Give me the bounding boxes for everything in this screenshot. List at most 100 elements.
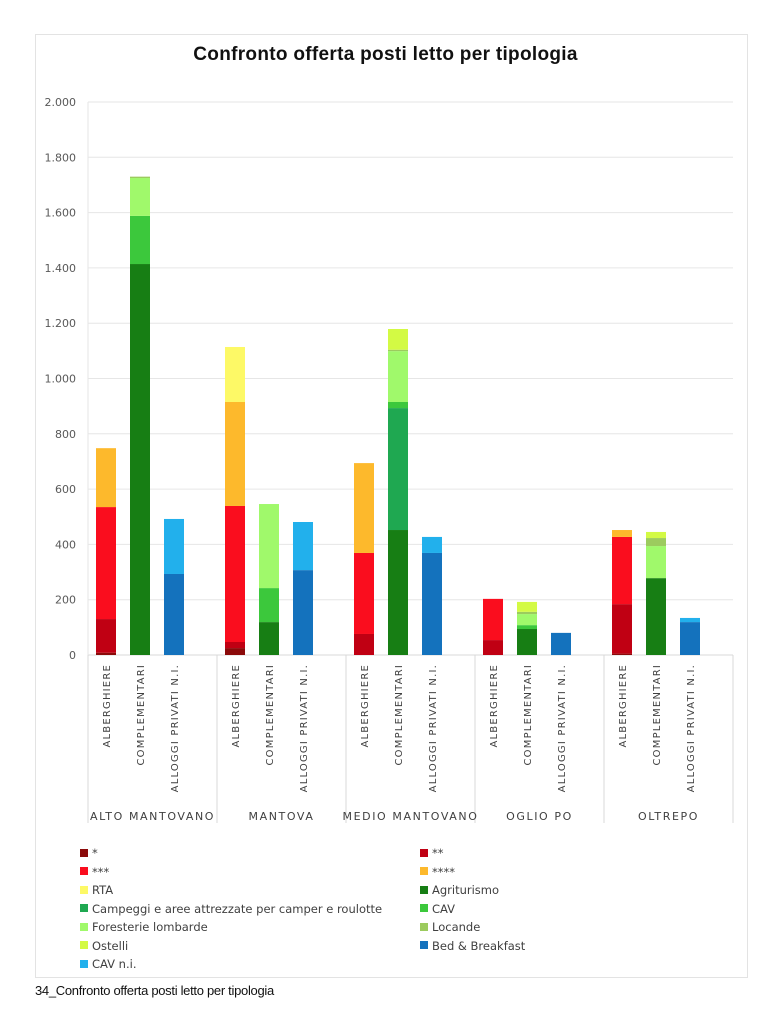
x-category-label: ALBERGHIERE xyxy=(231,664,242,748)
bar-segment xyxy=(612,530,632,537)
bar-segment xyxy=(680,622,700,655)
legend-label: Locande xyxy=(432,920,481,934)
legend-item: ** xyxy=(420,845,444,861)
legend-label: Campeggi e aree attrezzate per camper e … xyxy=(92,901,383,916)
bar-segment xyxy=(130,176,150,179)
bar-segment xyxy=(259,588,279,623)
x-category-label: ALBERGHIERE xyxy=(360,664,371,748)
legend-swatch xyxy=(420,848,428,857)
x-category-label: ALBERGHIERE xyxy=(618,664,629,748)
bar-segment xyxy=(612,653,632,655)
x-category-label: ALBERGHIERE xyxy=(489,664,500,748)
legend-label: **** xyxy=(432,864,455,879)
bar-segment xyxy=(293,522,313,571)
legend-swatch xyxy=(420,922,428,931)
x-category-label: COMPLEMENTARI xyxy=(652,664,663,766)
y-axis-ticks: 0 200 400 600 800 1.000 1.200 1.400 1.600 1.800 2.… xyxy=(45,96,77,662)
bar-segment xyxy=(483,640,503,655)
x-category-label: ALLOGGI PRIVATI N.I. xyxy=(428,664,439,792)
bar-segment xyxy=(517,629,537,655)
bar-segment xyxy=(130,264,150,655)
legend-label: Foresterie lombarde xyxy=(92,920,208,934)
x-group-label: MEDIO MANTOVANO xyxy=(343,810,479,823)
bar-segment xyxy=(551,632,571,655)
bar-segment xyxy=(225,402,245,506)
bar-segment xyxy=(422,536,442,553)
legend-swatch xyxy=(420,867,428,875)
bar-segment xyxy=(96,619,116,653)
chart-title: Confronto offerta posti letto per tipolo… xyxy=(193,44,578,65)
legend-swatch xyxy=(80,959,88,968)
legend-label: CAV xyxy=(432,901,456,916)
bar-segment xyxy=(293,570,313,655)
bar-segment xyxy=(164,518,184,574)
legend-swatch xyxy=(80,885,88,894)
x-category-label: COMPLEMENTARI xyxy=(136,664,147,766)
x-category-label: COMPLEMENTARI xyxy=(265,664,276,766)
y-tick-label: 1.200 xyxy=(45,317,77,330)
bar-segment xyxy=(517,611,537,615)
y-tick-label: 600 xyxy=(55,483,76,496)
bar-segment xyxy=(388,329,408,350)
legend-label: CAV n.i. xyxy=(92,957,137,971)
legend-label: *** xyxy=(92,864,110,879)
legend-item: **** xyxy=(420,864,455,880)
legend-label: Ostelli xyxy=(92,938,129,953)
bar-segment xyxy=(164,573,184,655)
legend-swatch xyxy=(80,922,88,931)
bar-segment xyxy=(259,622,279,655)
y-tick-label: 1.000 xyxy=(45,373,77,386)
bar-segment xyxy=(96,652,116,655)
legend-swatch xyxy=(420,904,428,912)
bar-segment xyxy=(612,536,632,605)
x-group-label: OGLIO PO xyxy=(506,810,573,823)
y-tick-label: 400 xyxy=(55,538,76,551)
bar-segment xyxy=(96,448,116,508)
x-category-label: ALBERGHIERE xyxy=(102,664,113,748)
bar-segment xyxy=(388,530,408,655)
legend-label: * xyxy=(92,846,98,860)
x-group-label: MANTOVA xyxy=(249,810,315,823)
x-category-label: ALLOGGI PRIVATI N.I. xyxy=(686,664,697,792)
x-group-label: OLTREPO xyxy=(638,810,699,823)
legend-item: CAV n.i. xyxy=(80,956,136,972)
bar-segment xyxy=(130,178,150,216)
legend-swatch xyxy=(420,941,428,949)
legend-item: RTA xyxy=(80,882,113,898)
figure-caption: 34_Confronto offerta posti letto per tip… xyxy=(35,983,274,998)
legend-label: RTA xyxy=(92,883,114,897)
bar-segment xyxy=(388,351,408,403)
legend-swatch xyxy=(80,848,88,857)
bar-segment xyxy=(96,507,116,620)
legend-item: CAV xyxy=(420,901,455,917)
bar-segment xyxy=(388,402,408,409)
legend-swatch xyxy=(80,941,88,949)
bar-segment xyxy=(646,546,666,579)
bar-segment xyxy=(517,614,537,626)
bar-segment xyxy=(517,601,537,612)
y-tick-label: 1.800 xyxy=(45,151,77,164)
x-category-label: ALLOGGI PRIVATI N.I. xyxy=(170,664,181,792)
bar-segment xyxy=(225,642,245,649)
bar-segment xyxy=(225,648,245,655)
legend-item: Bed & Breakfast xyxy=(420,938,525,954)
bar-segment xyxy=(225,346,245,403)
x-category-label: ALLOGGI PRIVATI N.I. xyxy=(299,664,310,792)
legend-item: Campeggi e aree attrezzate per camper e … xyxy=(80,901,382,917)
x-category-label: ALLOGGI PRIVATI N.I. xyxy=(557,664,568,792)
bar-segment xyxy=(388,349,408,352)
x-group-label: ALTO MANTOVANO xyxy=(90,810,215,823)
bar-segment xyxy=(388,408,408,531)
bar-segment xyxy=(612,604,632,654)
x-category-label: COMPLEMENTARI xyxy=(394,664,405,766)
bar-segment xyxy=(517,625,537,630)
bar-segment xyxy=(680,617,700,623)
legend-item: * xyxy=(80,845,98,861)
bars xyxy=(96,176,700,655)
legend-swatch xyxy=(80,904,88,912)
legend-item: Locande xyxy=(420,919,480,935)
legend-label: Agriturismo xyxy=(432,883,500,897)
legend-item: Ostelli xyxy=(80,938,128,954)
y-tick-label: 200 xyxy=(55,594,76,607)
legend-item: Agriturismo xyxy=(420,882,499,898)
